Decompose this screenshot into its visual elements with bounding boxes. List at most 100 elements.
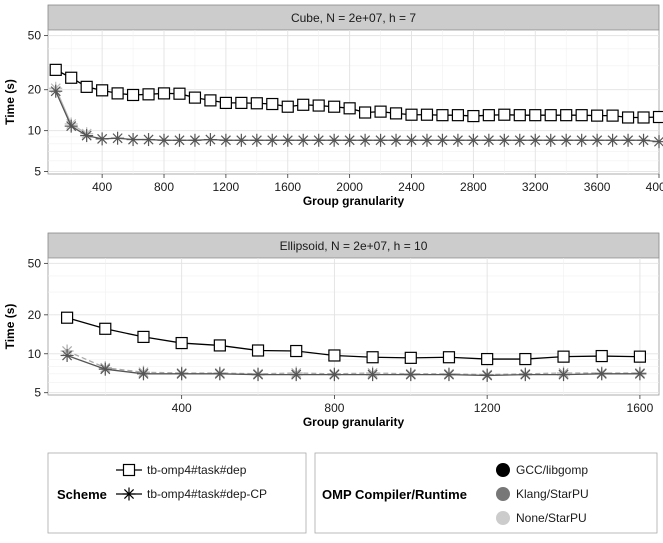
- data-point: [159, 88, 170, 99]
- data-point: [188, 134, 201, 147]
- data-point: [360, 107, 371, 118]
- data-point: [329, 101, 340, 112]
- data-point: [291, 346, 302, 357]
- data-point: [405, 134, 418, 147]
- x-tick-label: 2400: [398, 180, 425, 194]
- y-tick-label: 10: [28, 347, 42, 361]
- y-tick-label: 10: [28, 124, 42, 138]
- y-axis-label: Time (s): [3, 304, 17, 350]
- panel-title: Ellipsoid, N = 2e+07, h = 10: [280, 239, 428, 253]
- data-point: [100, 323, 111, 334]
- data-point: [253, 345, 264, 356]
- data-point: [220, 97, 231, 108]
- data-point: [499, 109, 510, 120]
- data-point: [451, 134, 464, 147]
- y-tick-label: 5: [34, 165, 41, 179]
- x-tick-label: 800: [324, 401, 344, 415]
- data-point: [498, 134, 511, 147]
- data-point: [452, 110, 463, 121]
- data-point: [328, 134, 341, 147]
- legend-compiler-title: OMP Compiler/Runtime: [322, 487, 467, 502]
- plot-area: [48, 30, 659, 174]
- x-tick-label: 800: [154, 180, 174, 194]
- data-point: [297, 134, 310, 147]
- x-tick-label: 3200: [522, 180, 549, 194]
- data-point: [205, 95, 216, 106]
- x-axis-label: Group granularity: [303, 415, 405, 429]
- data-point: [65, 120, 78, 133]
- data-point: [607, 110, 618, 121]
- x-tick-label: 2000: [336, 180, 363, 194]
- data-point: [482, 134, 495, 147]
- data-point: [97, 85, 108, 96]
- data-point: [560, 134, 573, 147]
- data-point: [467, 134, 480, 147]
- data-point: [214, 340, 225, 351]
- legend-key-marker: [124, 465, 135, 476]
- data-point: [158, 134, 171, 147]
- y-axis-label: Time (s): [3, 79, 17, 125]
- data-point: [633, 367, 646, 380]
- data-point: [592, 110, 603, 121]
- data-point: [250, 134, 263, 147]
- legend-compiler-label: None/StarPU: [516, 511, 587, 525]
- data-point: [622, 134, 635, 147]
- data-point: [328, 368, 341, 381]
- data-point: [142, 133, 155, 146]
- data-point: [391, 108, 402, 119]
- legend-scheme-label: tb-omp4#task#dep-CP: [147, 487, 267, 501]
- legend-key-dot: [496, 511, 510, 525]
- data-point: [81, 81, 92, 92]
- data-point: [143, 89, 154, 100]
- data-point: [513, 134, 526, 147]
- data-point: [436, 134, 449, 147]
- data-point: [623, 112, 634, 123]
- data-point: [235, 134, 248, 147]
- y-tick-label: 5: [34, 386, 41, 400]
- legend-key-marker: [123, 488, 136, 501]
- data-point: [96, 132, 109, 145]
- data-point: [62, 312, 73, 323]
- data-point: [442, 368, 455, 381]
- legend-scheme-label: tb-omp4#task#dep: [147, 463, 247, 477]
- data-point: [520, 354, 531, 365]
- data-point: [251, 98, 262, 109]
- data-point: [66, 72, 77, 83]
- data-point: [544, 134, 557, 147]
- data-point: [329, 350, 340, 361]
- data-point: [375, 106, 386, 117]
- data-point: [483, 110, 494, 121]
- legend-scheme-title: Scheme: [57, 487, 107, 502]
- data-point: [634, 351, 645, 362]
- data-point: [312, 134, 325, 147]
- y-tick-label: 50: [28, 256, 42, 270]
- data-point: [189, 92, 200, 103]
- x-tick-label: 2800: [460, 180, 487, 194]
- x-axis-label: Group granularity: [303, 194, 405, 208]
- data-point: [127, 133, 140, 146]
- data-point: [174, 88, 185, 99]
- data-point: [654, 112, 663, 123]
- data-point: [313, 100, 324, 111]
- data-point: [175, 367, 188, 380]
- data-point: [282, 101, 293, 112]
- data-point: [49, 85, 62, 98]
- data-point: [112, 88, 123, 99]
- y-tick-label: 20: [28, 83, 42, 97]
- data-point: [557, 368, 570, 381]
- legend-key-dot: [496, 487, 510, 501]
- data-point: [111, 132, 124, 145]
- data-point: [406, 109, 417, 120]
- data-point: [367, 352, 378, 363]
- data-point: [137, 367, 150, 380]
- data-point: [468, 111, 479, 122]
- data-point: [529, 134, 542, 147]
- data-point: [514, 110, 525, 121]
- data-point: [252, 368, 265, 381]
- data-point: [519, 368, 532, 381]
- data-point: [575, 134, 588, 147]
- x-tick-label: 400: [172, 401, 192, 415]
- legend-compiler-label: Klang/StarPU: [516, 487, 589, 501]
- data-point: [50, 64, 61, 75]
